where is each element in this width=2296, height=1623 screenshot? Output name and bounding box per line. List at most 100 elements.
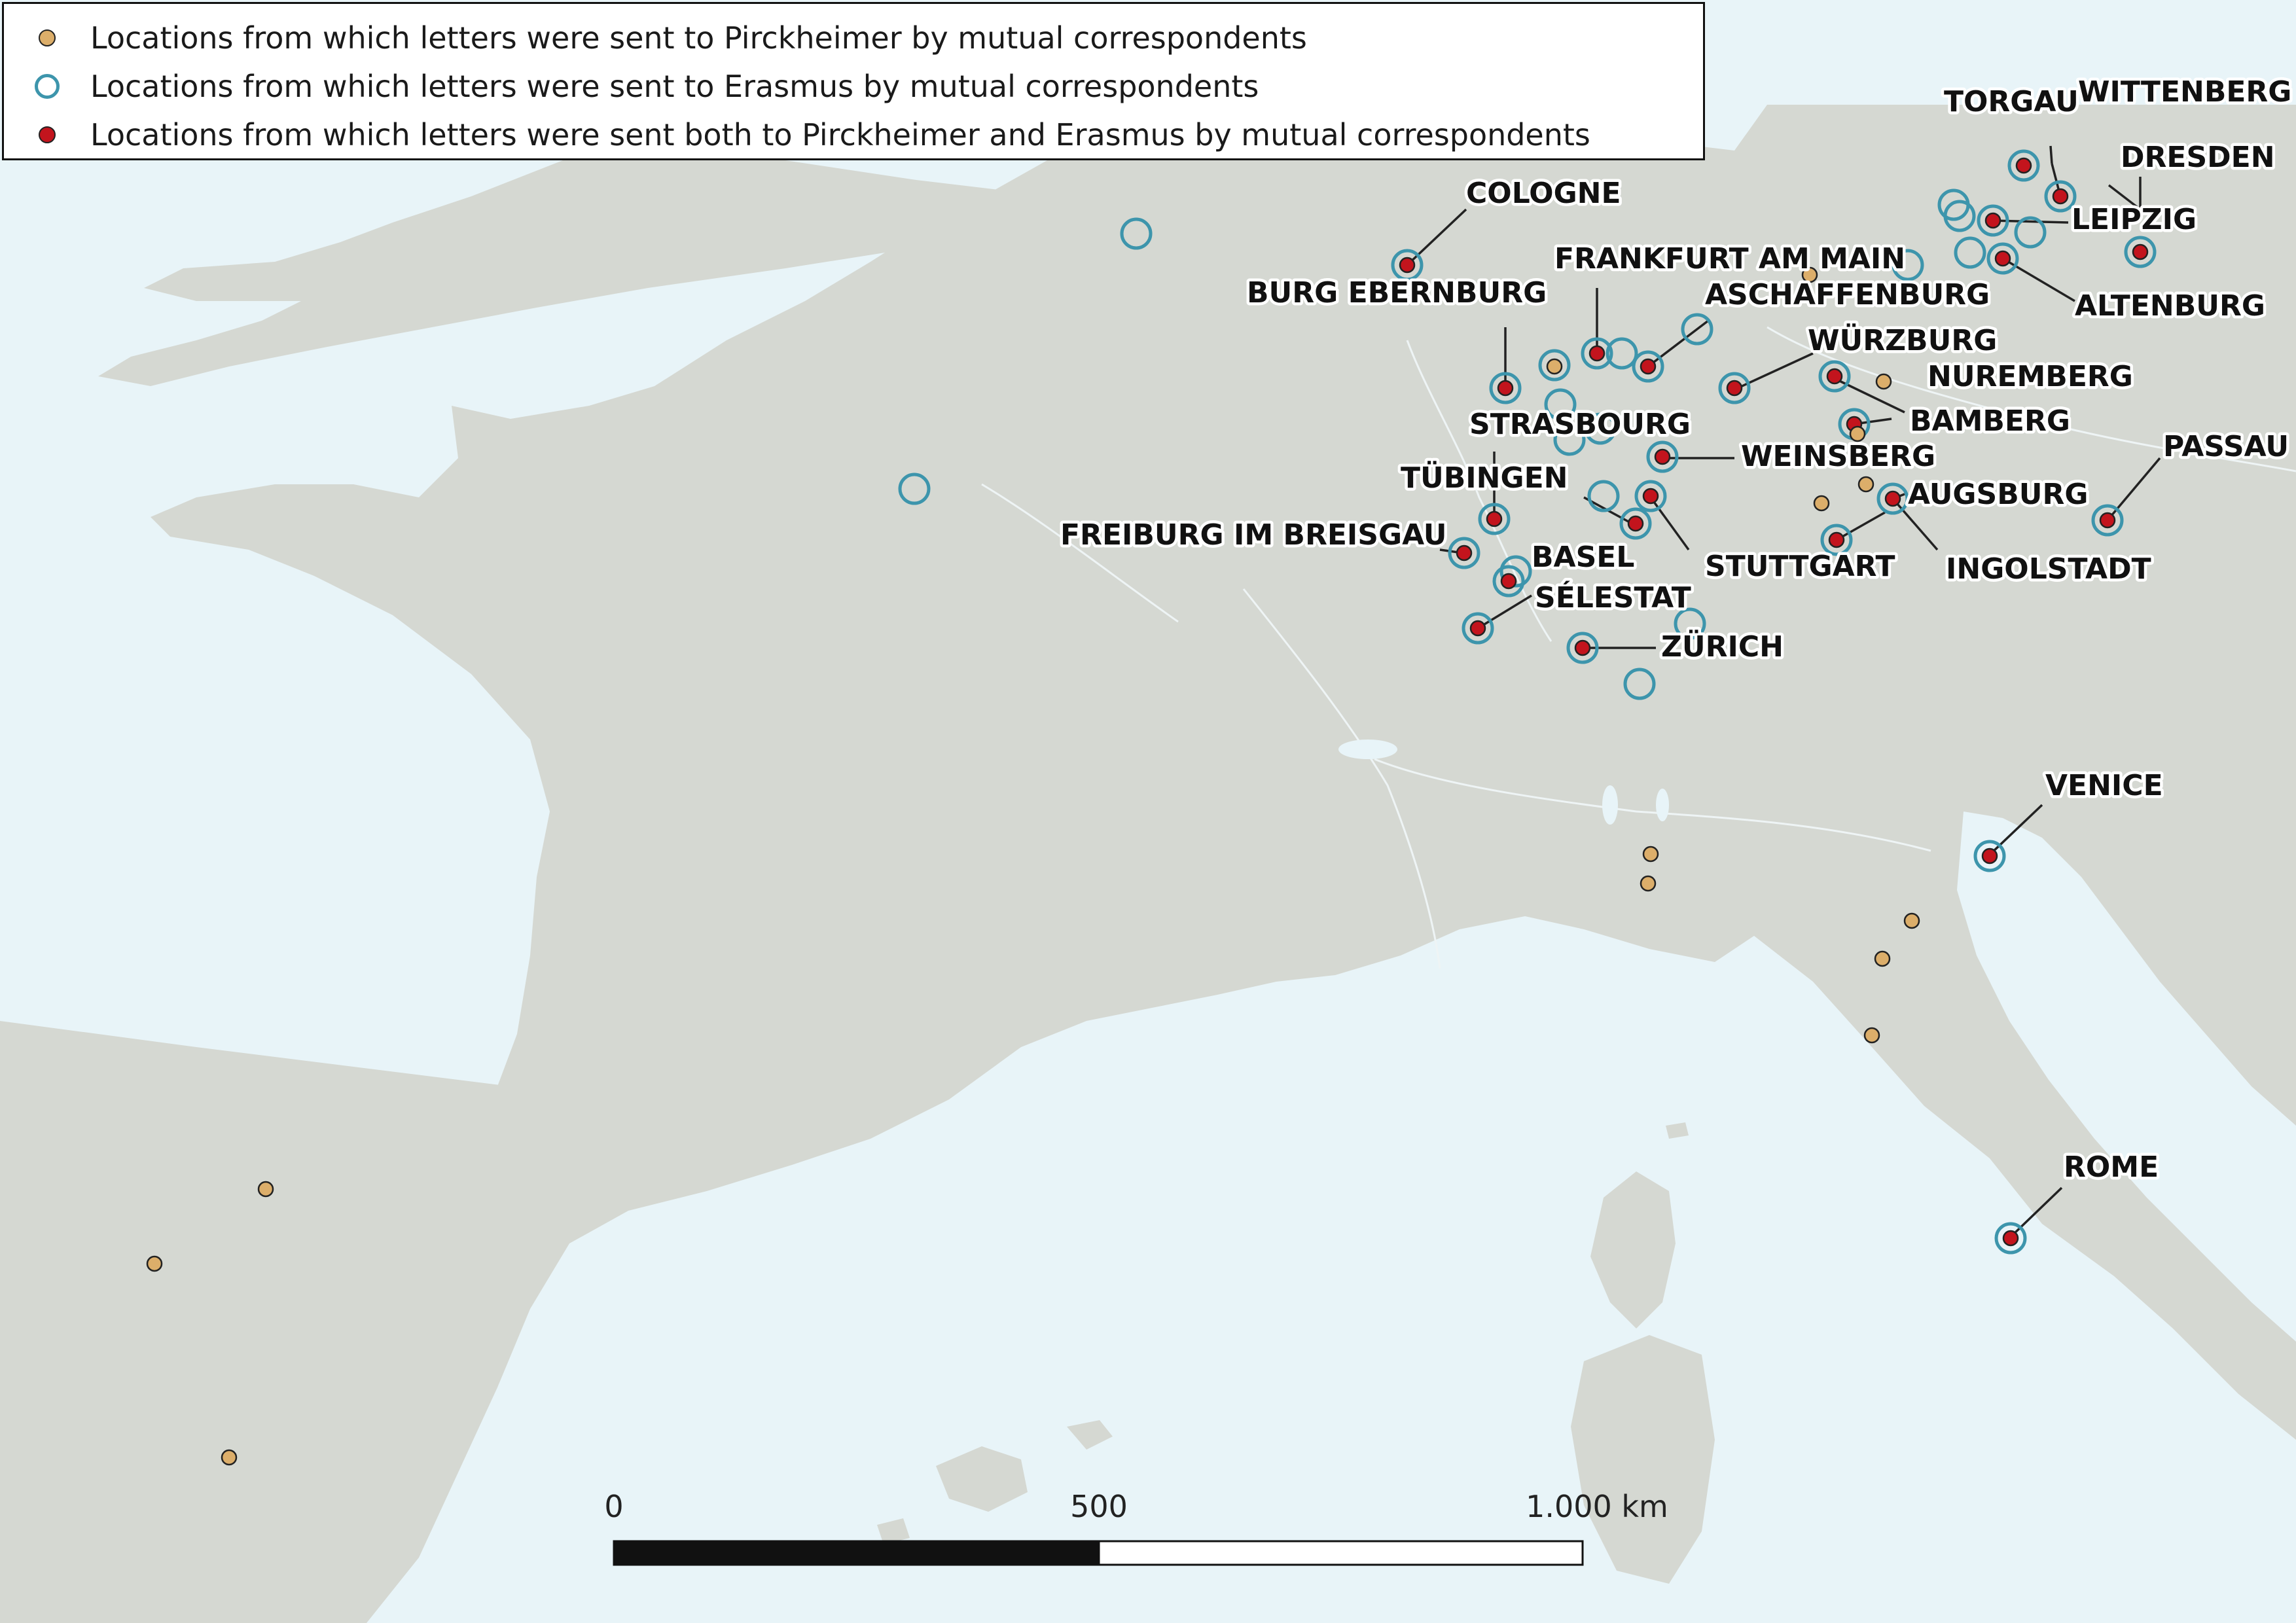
erasmus-marker (1587, 480, 1620, 512)
label-leipzig: LEIPZIG (2072, 203, 2197, 236)
legend: Locations from which letters were sent t… (2, 2, 1705, 160)
label-cologne: COLOGNE (1466, 177, 1621, 210)
label-wurzburg: WÜRZBURG (1808, 323, 1997, 357)
marker-wittenberg (2044, 180, 2077, 213)
pirckheimer-marker (221, 1449, 238, 1466)
adriatic-sea (1957, 812, 2296, 1342)
marker-burg-ebernburg (1489, 372, 1522, 404)
both-markers (1391, 149, 2157, 1255)
marker-selestat (1462, 612, 1494, 645)
pirckheimer-marker (257, 1181, 274, 1198)
marker-stuttgart-north (1634, 480, 1667, 512)
marker-tubingen (1478, 503, 1511, 535)
erasmus-marker (1623, 668, 1656, 700)
label-tubingen: TÜBINGEN (1401, 460, 1568, 495)
label-passau: PASSAU (2163, 430, 2289, 463)
scale-bar-white-segment (1098, 1540, 1584, 1566)
lakes (1338, 740, 1669, 825)
britain-landmass (98, 160, 1073, 386)
legend-label-both: Locations from which letters were sent b… (90, 117, 1590, 152)
pirckheimer-dot-icon (39, 29, 56, 46)
label-wittenberg: WITTENBERG (2078, 75, 2291, 109)
pirckheimer-marker (1813, 495, 1830, 512)
legend-row-pirckheimer: Locations from which letters were sent t… (4, 13, 1307, 63)
label-altenburg: ALTENBURG (2075, 289, 2265, 323)
pirckheimer-marker (1874, 950, 1891, 967)
marker-leipzig (1977, 204, 2009, 237)
label-ingolstadt: INGOLSTADT (1946, 552, 2151, 586)
legend-row-both: Locations from which letters were sent b… (4, 110, 1590, 160)
erasmus-marker (1892, 249, 1924, 281)
marker-basel (1492, 565, 1525, 597)
erasmus-ring-icon (35, 74, 60, 99)
label-aschaffenburg: ASCHAFFENBURG (1705, 278, 1990, 312)
marker-wurzburg (1718, 372, 1751, 404)
marker-dresden (2124, 236, 2157, 268)
erasmus-markers (898, 188, 2047, 700)
pirckheimer-marker (1801, 266, 1818, 283)
marker-passau (2091, 504, 2124, 537)
pirckheimer-marker (1857, 476, 1874, 493)
ibiza (877, 1518, 910, 1544)
erasmus-marker (1674, 607, 1706, 640)
marker-torgau (2007, 149, 2040, 182)
mallorca (936, 1446, 1028, 1512)
label-freiburg: FREIBURG IM BREISGAU (1060, 518, 1447, 552)
pirckheimer-marker (1875, 373, 1892, 390)
erasmus-marker (1544, 388, 1577, 421)
marker-cologne (1391, 249, 1424, 281)
erasmus-marker (1605, 337, 1638, 370)
scale-label-0: 0 (604, 1489, 623, 1524)
erasmus-marker (1538, 349, 1571, 382)
scale-bar-black-segment (613, 1540, 1100, 1566)
label-venice: VENICE (2045, 769, 2163, 802)
label-bamberg: BAMBERG (1910, 404, 2070, 438)
legend-row-erasmus: Locations from which letters were sent t… (4, 62, 1259, 111)
label-augsburg: AUGSBURG (1908, 478, 2089, 511)
label-nuremberg: NUREMBERG (1928, 360, 2133, 393)
marker-nuremberg (1818, 360, 1851, 393)
marker-stuttgart (1619, 507, 1652, 540)
label-burg-ebernburg: BURG EBERNBURG (1247, 276, 1547, 310)
marker-frankfurt (1581, 337, 1613, 370)
label-zurich: ZÜRICH (1661, 629, 1784, 664)
pirckheimer-marker (1642, 846, 1659, 863)
marker-aschaffenburg (1632, 350, 1664, 383)
label-rome: ROME (2064, 1150, 2159, 1184)
erasmus-marker (1954, 236, 1986, 269)
pirckheimer-marker (1546, 358, 1563, 375)
erasmus-marker (1943, 200, 1976, 232)
pirckheimer-marker (1640, 875, 1657, 892)
label-frankfurt: FRANKFURT AM MAIN (1554, 242, 1905, 276)
marker-venice (1973, 840, 2006, 872)
erasmus-marker (1120, 217, 1153, 250)
scale-label-500: 500 (1070, 1489, 1128, 1524)
marker-freiburg (1448, 537, 1480, 569)
pirckheimer-marker (146, 1255, 163, 1272)
marker-altenburg (1986, 242, 2019, 275)
corsica (1590, 1171, 1676, 1329)
label-strasbourg: STRASBOURG (1469, 408, 1691, 441)
both-dot-icon (39, 126, 56, 143)
label-torgau: TORGAU (1944, 85, 2079, 118)
marker-zurich (1566, 632, 1599, 664)
marker-weinsberg (1646, 440, 1679, 473)
label-selestat: SÉLESTAT (1535, 580, 1691, 615)
sardinia (1571, 1335, 1715, 1584)
erasmus-marker (1584, 412, 1617, 445)
menorca (1067, 1420, 1113, 1450)
pirckheimer-markers (146, 266, 1920, 1466)
label-weinsberg: WEINSBERG (1741, 440, 1935, 473)
label-dresden: DRESDEN (2121, 141, 2275, 174)
elba (1666, 1122, 1689, 1139)
label-basel: BASEL (1532, 541, 1634, 574)
scale-bar: 0 500 1.000 km (604, 1489, 1668, 1566)
pirckheimer-marker (1849, 425, 1866, 442)
erasmus-marker (898, 473, 931, 505)
erasmus-marker (1681, 313, 1713, 346)
erasmus-marker (1499, 555, 1532, 588)
legend-label-erasmus: Locations from which letters were sent t… (90, 69, 1259, 104)
city-labels: COLOGNE BURG EBERNBURG FRANKFURT AM MAIN… (1058, 73, 2295, 1187)
iberia-landmass (0, 1021, 511, 1623)
